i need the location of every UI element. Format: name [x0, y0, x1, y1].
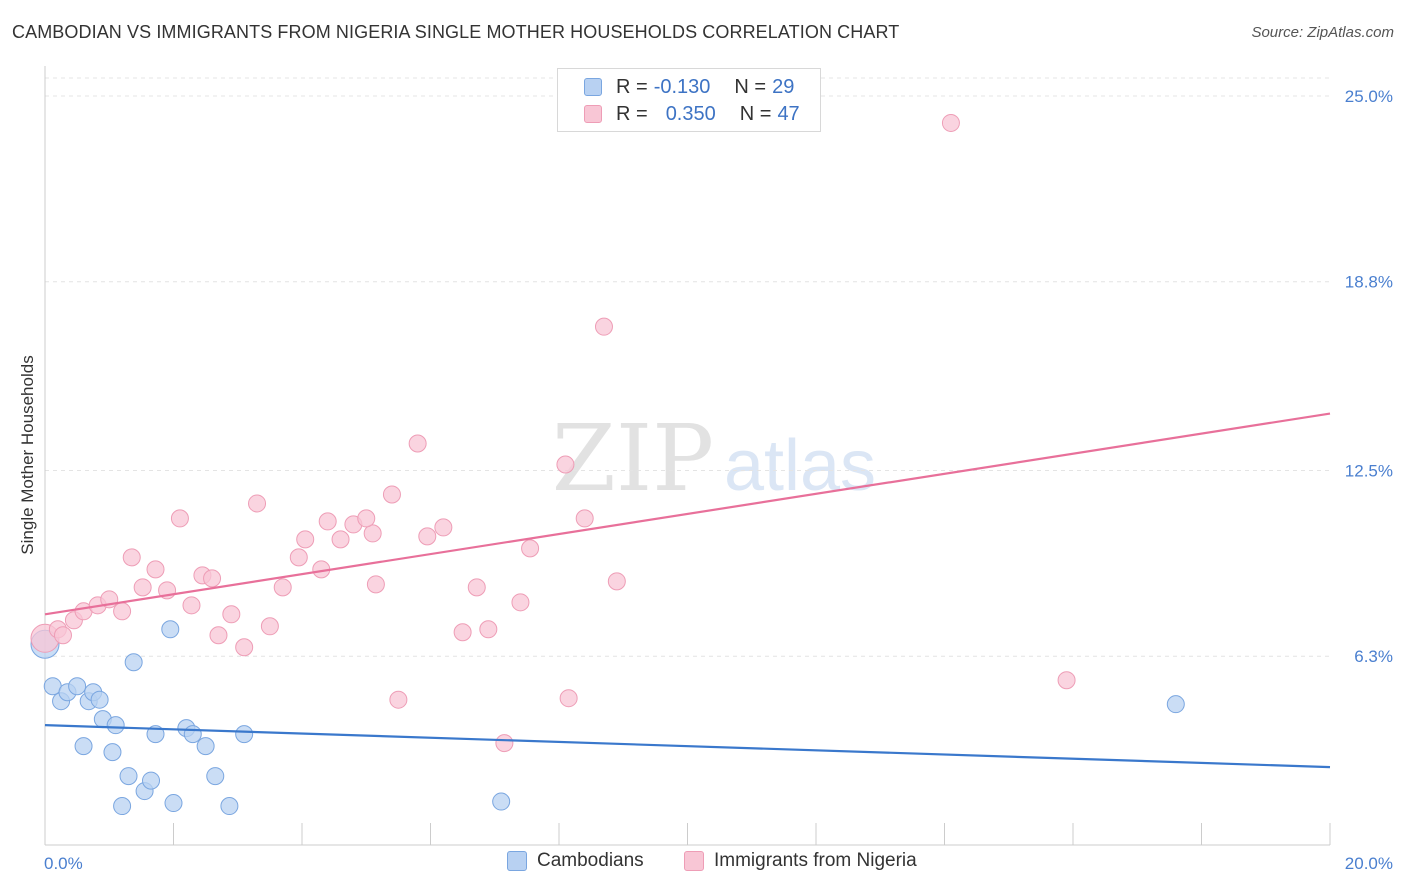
y-axis-label: Single Mother Households: [18, 355, 37, 555]
cambodian-point: [106, 716, 125, 735]
nigeria-point: [113, 602, 132, 621]
nigeria-point: [235, 638, 254, 657]
blue-swatch: [507, 851, 527, 871]
cambodian-point: [142, 771, 161, 790]
nigeria-point: [222, 605, 241, 624]
stats-legend-row-cambodians: R = -0.130 N = 29: [584, 74, 794, 100]
nigeria-point: [434, 518, 453, 537]
pink-swatch: [684, 851, 704, 871]
r-label: R =: [616, 75, 648, 98]
cambodian-point: [161, 620, 180, 639]
legend-item-nigeria[interactable]: Immigrants from Nigeria: [684, 850, 917, 872]
nigeria-point: [467, 578, 486, 597]
nigeria-point: [366, 575, 385, 594]
legend-label: Immigrants from Nigeria: [714, 850, 917, 871]
nigeria-point: [248, 494, 267, 513]
nigeria-point: [122, 548, 141, 567]
cambodian-point: [90, 690, 109, 709]
nigeria-point: [382, 485, 401, 504]
r-value: 0.350: [665, 102, 716, 125]
nigeria-point: [203, 569, 222, 588]
cambodian-point: [124, 653, 143, 672]
nigeria-point: [331, 530, 350, 549]
cambodian-point: [164, 794, 183, 813]
cambodian-point: [183, 725, 202, 744]
r-label: R =: [616, 102, 648, 125]
series-legend: Cambodians Immigrants from Nigeria: [0, 850, 1406, 878]
nigeria-point: [453, 623, 472, 642]
cambodian-point: [492, 792, 511, 811]
nigeria-point: [1057, 671, 1076, 690]
nigeria-point: [170, 509, 189, 528]
nigeria-point: [273, 578, 292, 597]
cambodian-point: [113, 797, 132, 816]
nigeria-point: [363, 524, 382, 543]
nigeria-point: [209, 626, 228, 645]
nigeria-trend-line: [44, 412, 1331, 616]
x-tick-label: 20.0%: [1345, 854, 1393, 873]
y-tick-label: 18.8%: [1345, 273, 1393, 292]
stats-legend-row-nigeria: R = 0.350 N = 47: [584, 101, 800, 127]
nigeria-point: [479, 620, 498, 639]
nigeria-point: [575, 509, 594, 528]
cambodian-point: [196, 737, 215, 756]
nigeria-point: [521, 539, 540, 558]
nigeria-point: [296, 530, 315, 549]
y-tick-label: 25.0%: [1345, 87, 1393, 106]
legend-item-cambodians[interactable]: Cambodians: [507, 850, 644, 872]
blue-swatch: [584, 78, 602, 96]
cambodian-point: [235, 725, 254, 744]
pink-swatch: [584, 105, 602, 123]
y-tick-label: 6.3%: [1354, 647, 1393, 666]
nigeria-point: [511, 593, 530, 612]
nigeria-point: [408, 434, 427, 453]
nigeria-point: [389, 690, 408, 709]
r-value: -0.130: [653, 75, 711, 98]
nigeria-point: [318, 512, 337, 531]
nigeria-point: [53, 626, 72, 645]
cambodian-trend-line: [44, 724, 1331, 769]
nigeria-point: [182, 596, 201, 615]
cambodian-point: [74, 737, 93, 756]
n-value: 47: [777, 102, 800, 125]
cambodian-point: [1166, 695, 1185, 714]
cambodian-point: [220, 797, 239, 816]
nigeria-point: [594, 317, 613, 336]
nigeria-point: [289, 548, 308, 567]
x-tick-label: 0.0%: [44, 854, 83, 873]
nigeria-point: [556, 455, 575, 474]
nigeria-point: [495, 734, 514, 753]
nigeria-point: [260, 617, 279, 636]
cambodian-point: [206, 767, 225, 786]
watermark-zip: ZIP: [552, 405, 714, 512]
n-value: 29: [772, 75, 795, 98]
nigeria-point: [607, 572, 626, 591]
stats-legend: R = -0.130 N = 29 R = 0.350 N = 47: [557, 68, 821, 132]
y-tick-label: 12.5%: [1345, 461, 1393, 480]
watermark-atlas: atlas: [724, 426, 876, 506]
nigeria-point: [418, 527, 437, 546]
chart-title: CAMBODIAN VS IMMIGRANTS FROM NIGERIA SIN…: [12, 22, 900, 42]
nigeria-point: [941, 113, 960, 132]
legend-label: Cambodians: [537, 850, 644, 871]
nigeria-point: [559, 689, 578, 708]
n-label: N =: [739, 102, 772, 125]
n-label: N =: [734, 75, 767, 98]
nigeria-point: [357, 509, 376, 528]
cambodian-point: [68, 677, 87, 696]
nigeria-point: [146, 560, 165, 579]
source-credit: Source: ZipAtlas.com: [1251, 24, 1394, 41]
cambodian-point: [119, 767, 138, 786]
nigeria-point: [133, 578, 152, 597]
cambodian-point: [103, 743, 122, 762]
